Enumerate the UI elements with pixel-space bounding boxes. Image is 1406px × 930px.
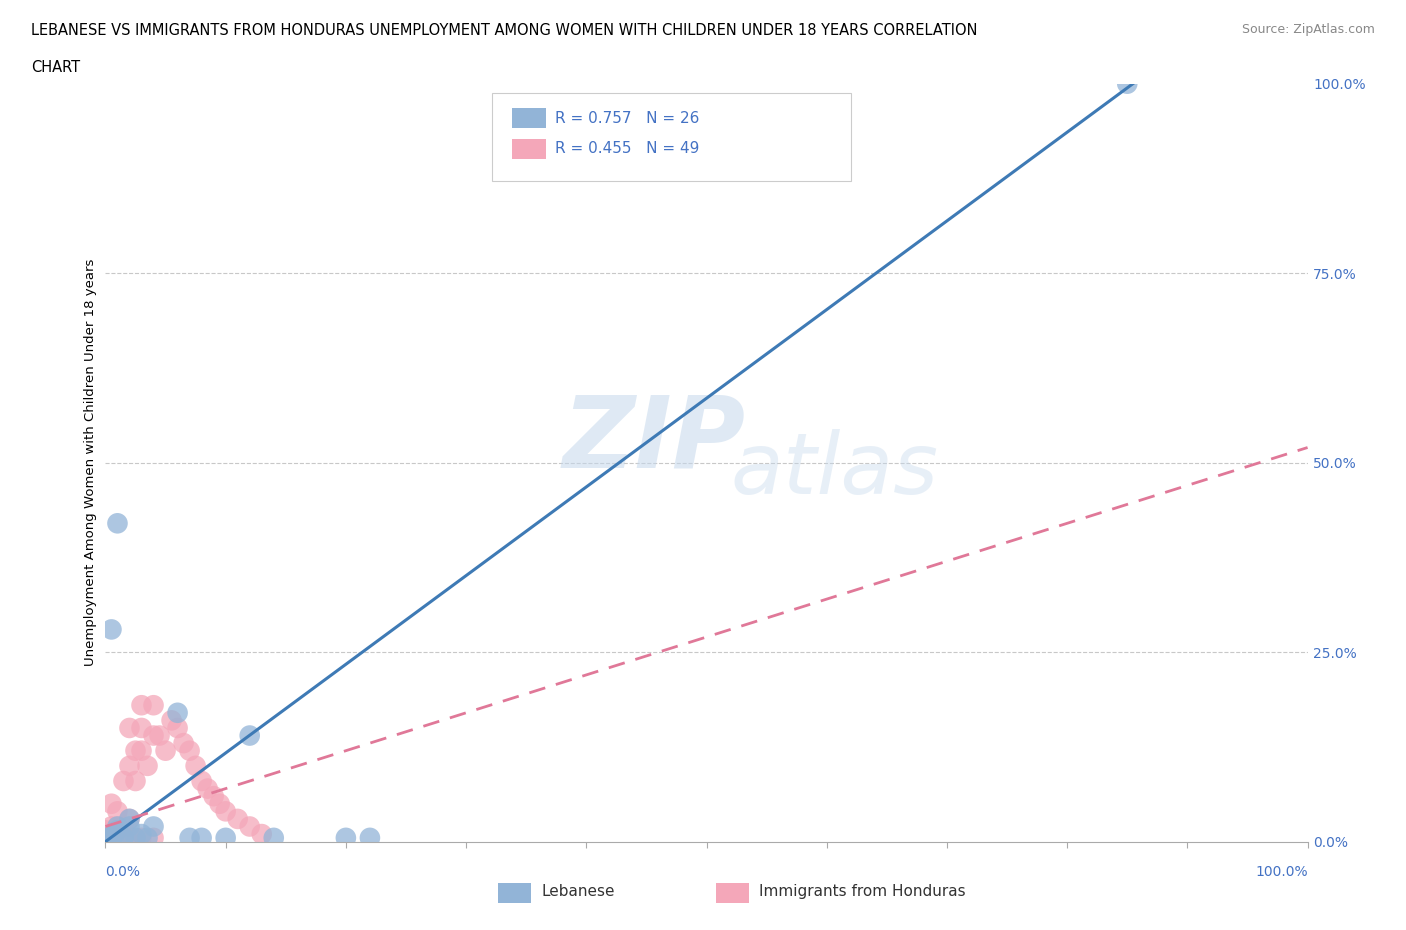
Point: [107, 516, 129, 531]
Point: [100, 622, 122, 637]
Point: [214, 804, 236, 818]
Point: [107, 827, 129, 842]
Point: [202, 789, 225, 804]
Text: R = 0.455   N = 49: R = 0.455 N = 49: [555, 141, 700, 156]
Point: [166, 705, 188, 720]
Text: R = 0.757   N = 26: R = 0.757 N = 26: [555, 111, 700, 126]
Point: [250, 827, 273, 842]
Point: [94, 823, 117, 838]
Point: [142, 698, 165, 712]
Point: [131, 721, 153, 736]
Point: [100, 796, 122, 811]
Point: [214, 830, 236, 845]
Point: [94, 830, 117, 845]
Point: [335, 830, 357, 845]
Point: [160, 713, 183, 728]
Point: [263, 830, 285, 845]
Point: [100, 830, 122, 845]
Point: [142, 830, 165, 845]
Text: ZIP: ZIP: [562, 392, 745, 488]
Text: Lebanese: Lebanese: [541, 884, 614, 899]
Point: [100, 830, 122, 845]
Point: [190, 830, 212, 845]
Point: [136, 759, 159, 774]
Point: [118, 830, 141, 845]
Text: CHART: CHART: [31, 60, 80, 75]
Point: [136, 830, 159, 845]
Point: [131, 830, 153, 845]
Point: [107, 830, 129, 845]
Point: [118, 812, 141, 827]
Point: [1116, 76, 1139, 91]
Point: [94, 830, 117, 845]
Point: [94, 827, 117, 842]
Point: [173, 736, 195, 751]
Point: [142, 819, 165, 834]
Point: [124, 830, 146, 845]
Point: [100, 827, 122, 842]
Point: [208, 796, 231, 811]
Point: [184, 759, 207, 774]
Point: [100, 830, 122, 845]
Point: [190, 774, 212, 789]
Point: [94, 830, 117, 845]
Point: [107, 804, 129, 818]
Point: [131, 698, 153, 712]
Point: [179, 743, 201, 758]
Y-axis label: Unemployment Among Women with Children Under 18 years: Unemployment Among Women with Children U…: [84, 259, 97, 667]
Point: [100, 819, 122, 834]
Point: [107, 830, 129, 845]
Point: [107, 823, 129, 838]
Point: [112, 830, 135, 845]
Point: [107, 819, 129, 834]
Text: atlas: atlas: [731, 429, 939, 512]
Point: [179, 830, 201, 845]
Point: [155, 743, 177, 758]
Point: [124, 743, 146, 758]
Point: [112, 819, 135, 834]
Point: [239, 819, 262, 834]
Point: [112, 830, 135, 845]
Point: [107, 830, 129, 845]
Text: 0.0%: 0.0%: [105, 865, 141, 879]
Text: 100.0%: 100.0%: [1256, 865, 1308, 879]
Point: [118, 812, 141, 827]
Point: [104, 827, 127, 842]
Point: [239, 728, 262, 743]
Point: [148, 728, 170, 743]
Point: [124, 774, 146, 789]
Point: [226, 812, 249, 827]
Point: [107, 819, 129, 834]
Point: [359, 830, 381, 845]
Point: [112, 830, 135, 845]
Point: [166, 721, 188, 736]
Point: [94, 830, 117, 845]
Point: [131, 743, 153, 758]
Point: [100, 830, 122, 845]
Point: [118, 721, 141, 736]
Point: [197, 781, 219, 796]
Point: [118, 759, 141, 774]
Point: [118, 819, 141, 834]
Text: Source: ZipAtlas.com: Source: ZipAtlas.com: [1241, 23, 1375, 36]
Text: LEBANESE VS IMMIGRANTS FROM HONDURAS UNEMPLOYMENT AMONG WOMEN WITH CHILDREN UNDE: LEBANESE VS IMMIGRANTS FROM HONDURAS UNE…: [31, 23, 977, 38]
Point: [100, 830, 122, 845]
Point: [124, 830, 146, 845]
Point: [142, 728, 165, 743]
Point: [112, 774, 135, 789]
Point: [131, 827, 153, 842]
Text: Immigrants from Honduras: Immigrants from Honduras: [759, 884, 966, 899]
